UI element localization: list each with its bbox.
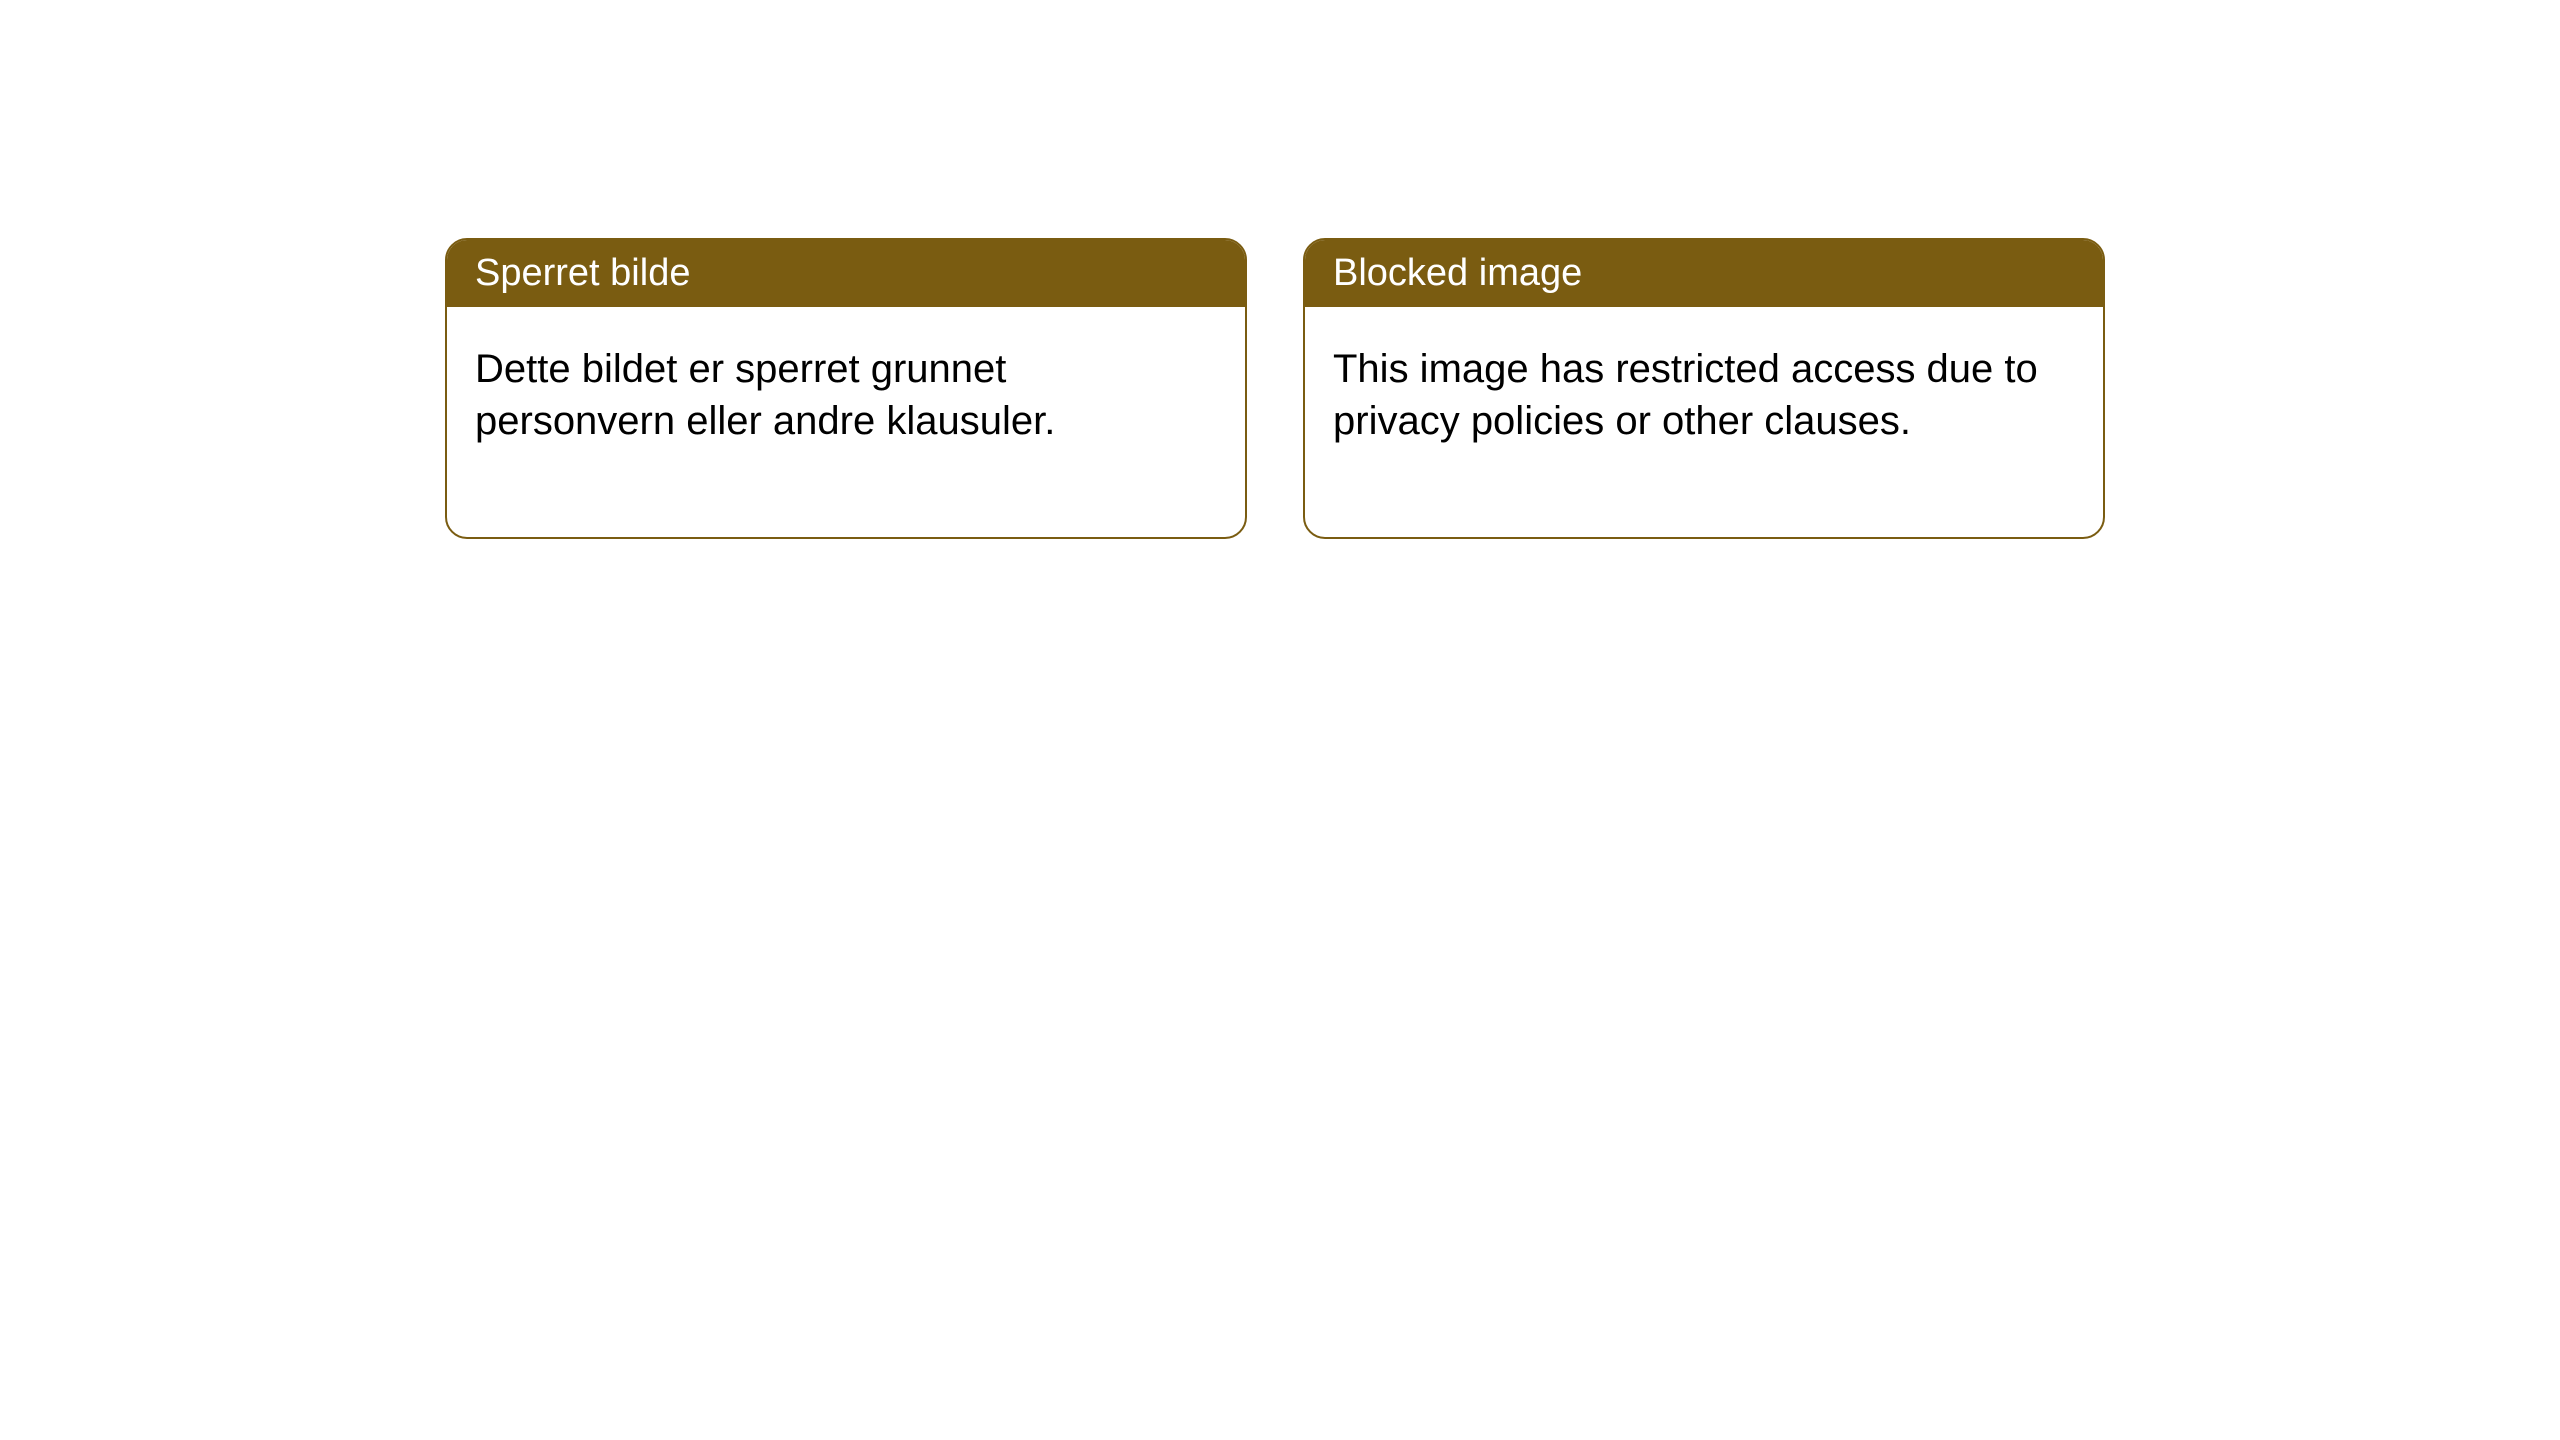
notice-container: Sperret bilde Dette bildet er sperret gr… xyxy=(445,238,2105,539)
notice-box-english: Blocked image This image has restricted … xyxy=(1303,238,2105,539)
notice-body: This image has restricted access due to … xyxy=(1305,307,2103,537)
notice-header: Blocked image xyxy=(1305,240,2103,307)
notice-body-text: Dette bildet er sperret grunnet personve… xyxy=(475,347,1055,443)
notice-body-text: This image has restricted access due to … xyxy=(1333,347,2038,443)
notice-header: Sperret bilde xyxy=(447,240,1245,307)
notice-body: Dette bildet er sperret grunnet personve… xyxy=(447,307,1245,537)
notice-title: Blocked image xyxy=(1333,252,1582,294)
notice-box-norwegian: Sperret bilde Dette bildet er sperret gr… xyxy=(445,238,1247,539)
notice-title: Sperret bilde xyxy=(475,252,690,294)
